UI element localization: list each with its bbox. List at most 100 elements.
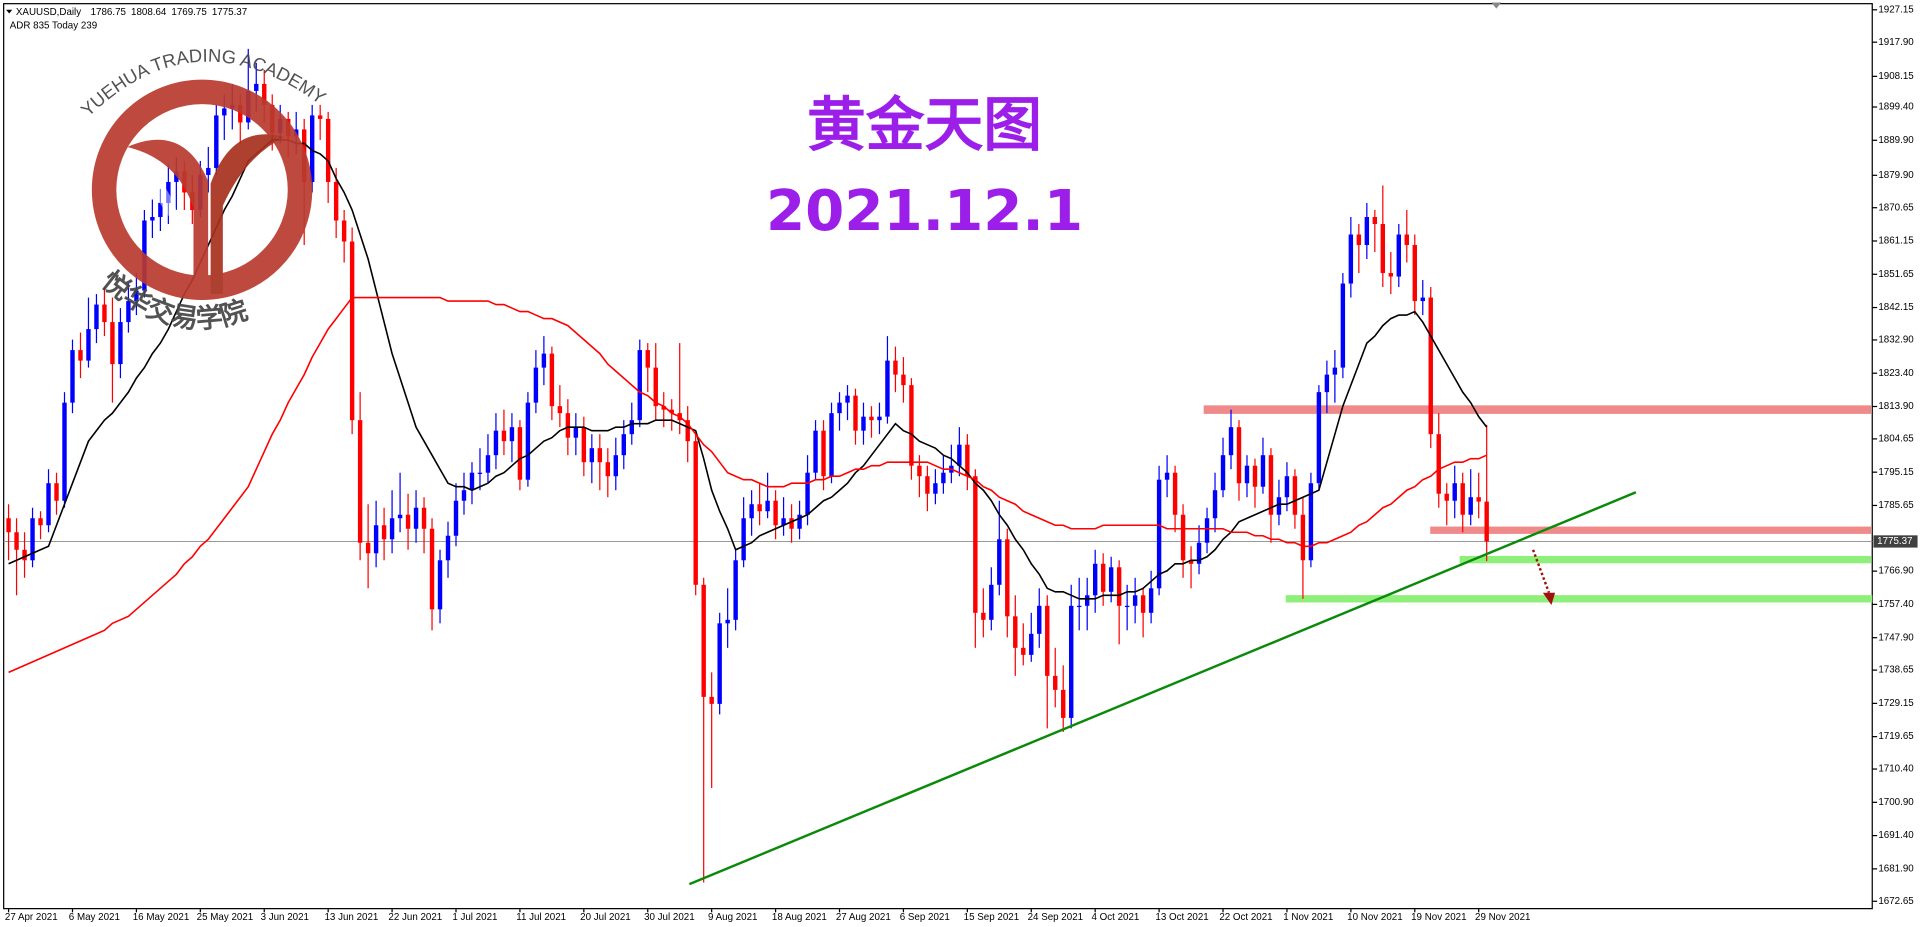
candle-body: [1021, 647, 1026, 655]
candle-body: [573, 427, 579, 438]
candle-body: [1316, 392, 1322, 484]
candle-body: [1260, 455, 1266, 487]
candle-body: [1204, 518, 1210, 543]
candle-body: [62, 402, 67, 501]
candle-body: [1108, 567, 1114, 592]
candle-body: [965, 444, 970, 477]
candle-body: [853, 395, 858, 431]
candle-body: [525, 402, 531, 480]
candle-body: [869, 416, 874, 421]
logo-vein: [144, 166, 184, 233]
candle-body: [1140, 595, 1146, 613]
candle-body: [1396, 234, 1401, 277]
y-tick-label: 1889.90: [1878, 135, 1914, 146]
candle-body: [1332, 367, 1338, 375]
candle-body: [845, 395, 850, 403]
candle-body: [1069, 605, 1074, 718]
x-tick-label: 6 May 2021: [69, 912, 120, 923]
candle-body: [309, 115, 315, 182]
candle-body: [325, 118, 331, 182]
candle-body: [493, 430, 499, 456]
chart-title: 黄金天图: [807, 90, 1042, 159]
candle-body: [589, 448, 595, 463]
candle-body: [1188, 560, 1194, 564]
candle-body: [733, 560, 738, 620]
candle-body: [1356, 234, 1362, 246]
x-tick-label: 18 Aug 2021: [772, 912, 827, 923]
candle-body: [158, 202, 163, 217]
candle-body: [102, 304, 107, 323]
candle-body: [1476, 497, 1481, 502]
candle-body: [1420, 297, 1425, 302]
x-tick-label: 22 Jun 2021: [388, 912, 442, 923]
x-tick-label: 29 Nov 2021: [1475, 912, 1530, 923]
x-tick-label: 1 Jul 2021: [452, 912, 497, 923]
candle-body: [1300, 514, 1306, 561]
candle-body: [605, 462, 611, 477]
candle-body: [1228, 427, 1234, 456]
scroll-marker: [1491, 2, 1502, 9]
x-tick-label: 30 Jul 2021: [644, 912, 695, 923]
candle-body: [645, 350, 650, 368]
candle-body: [829, 413, 834, 477]
candle-body: [1452, 483, 1457, 501]
candle-body: [701, 584, 706, 697]
candle-body: [509, 427, 515, 442]
candle-body: [1029, 633, 1034, 655]
candle-body: [685, 420, 690, 442]
candle-body: [1092, 563, 1098, 596]
candle-body: [765, 500, 770, 512]
moving-average: [8, 296, 1488, 674]
candle-body: [126, 301, 131, 323]
candle-body: [917, 465, 922, 477]
y-tick-label: 1681.90: [1878, 863, 1914, 874]
y-tick-label: 1908.15: [1878, 71, 1914, 82]
candle-body: [1324, 374, 1330, 393]
y-tick-label: 1738.65: [1878, 665, 1914, 676]
y-tick-label: 1691.40: [1878, 830, 1914, 841]
y-tick-label: 1710.40: [1878, 764, 1914, 775]
plot-frame: [3, 3, 1873, 910]
candle-body: [1276, 497, 1282, 515]
header-close: 1775.37: [212, 7, 247, 18]
candle-body: [1236, 427, 1242, 484]
candle-body: [381, 525, 387, 540]
arrow-head: [1542, 592, 1556, 605]
candle-body: [461, 490, 467, 501]
x-tick-label: 27 Aug 2021: [836, 912, 891, 923]
resistance-zone: [1430, 526, 1872, 534]
candle-body: [357, 420, 363, 543]
candle-body: [150, 216, 155, 221]
candle-body: [549, 353, 555, 407]
candle-body: [1116, 567, 1122, 606]
x-tick-label: 13 Jun 2021: [324, 912, 378, 923]
candle-body: [813, 430, 818, 473]
candle-body: [837, 402, 842, 414]
y-tick-label: 1795.15: [1878, 467, 1914, 478]
header-open: 1786.75: [91, 7, 127, 18]
candle-body: [1212, 490, 1218, 519]
x-tick-label: 6 Sep 2021: [900, 912, 950, 923]
candle-body: [341, 220, 347, 242]
candle-body: [206, 167, 211, 175]
candle-body: [14, 532, 19, 550]
candle-body: [22, 549, 27, 561]
candle-body: [174, 171, 179, 182]
y-tick-label: 1719.65: [1878, 731, 1914, 742]
y-tick-label: 1851.65: [1878, 269, 1914, 280]
candle-body: [941, 472, 946, 484]
x-tick-label: 13 Oct 2021: [1155, 912, 1208, 923]
candle-body: [741, 518, 746, 561]
candle-body: [333, 181, 339, 221]
x-tick-label: 20 Jul 2021: [580, 912, 631, 923]
drawings: [688, 2, 1637, 886]
candle-body: [861, 416, 866, 431]
x-tick-label: 16 May 2021: [133, 912, 190, 923]
y-tick-label: 1823.40: [1878, 368, 1914, 379]
candle-body: [621, 434, 626, 456]
x-tick-label: 27 Apr 2021: [5, 912, 58, 923]
candle-body: [1308, 483, 1314, 561]
candle-body: [1460, 483, 1465, 515]
header-arrow: [6, 9, 13, 14]
